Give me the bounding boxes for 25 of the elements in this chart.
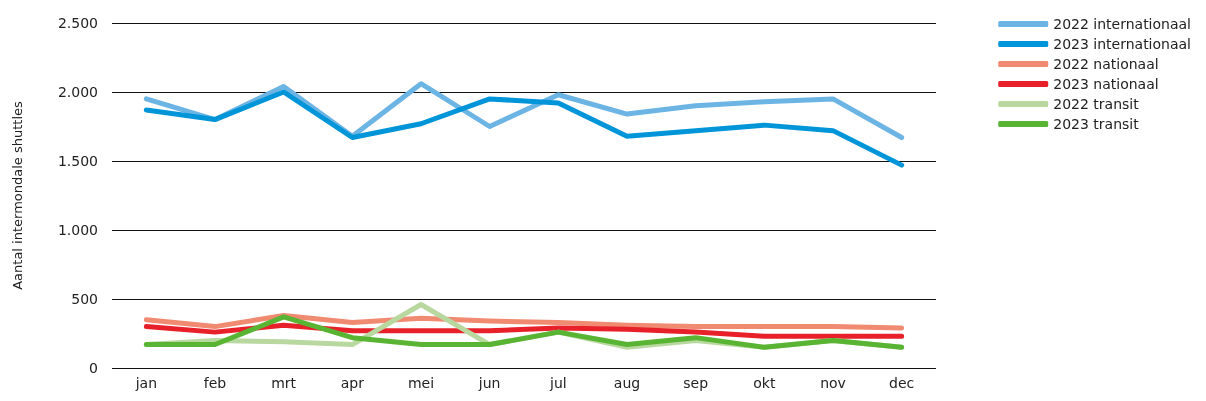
legend-label: 2022 internationaal [1053,16,1192,32]
y-tick-label: 0 [89,360,98,376]
x-tick-label: feb [203,375,227,391]
x-tick-label: mrt [271,375,297,391]
legend-label: 2023 internationaal [1053,36,1192,52]
x-tick-label: jul [549,375,567,391]
x-tick-label: jun [477,375,501,391]
legend-label: 2022 nationaal [1053,56,1159,72]
legend-label: 2022 transit [1053,96,1140,112]
x-tick-label: dec [889,375,915,391]
legend-label: 2023 transit [1053,116,1140,132]
x-tick-label: apr [340,375,365,391]
y-tick-label: 2.500 [57,15,98,31]
y-tick-label: 2.000 [57,84,98,100]
x-tick-label: jan [134,375,158,391]
x-tick-label: okt [753,375,776,391]
y-axis-title: Aantal intermondale shuttles [10,100,25,290]
x-tick-label: mei [407,375,435,391]
y-tick-label: 1.000 [57,222,98,238]
x-tick-label: nov [820,375,846,391]
y-tick-label: 500 [71,291,98,307]
x-tick-label: sep [683,375,709,391]
y-tick-label: 1.500 [57,153,98,169]
x-tick-label: aug [613,375,641,391]
legend-label: 2023 nationaal [1053,76,1159,92]
